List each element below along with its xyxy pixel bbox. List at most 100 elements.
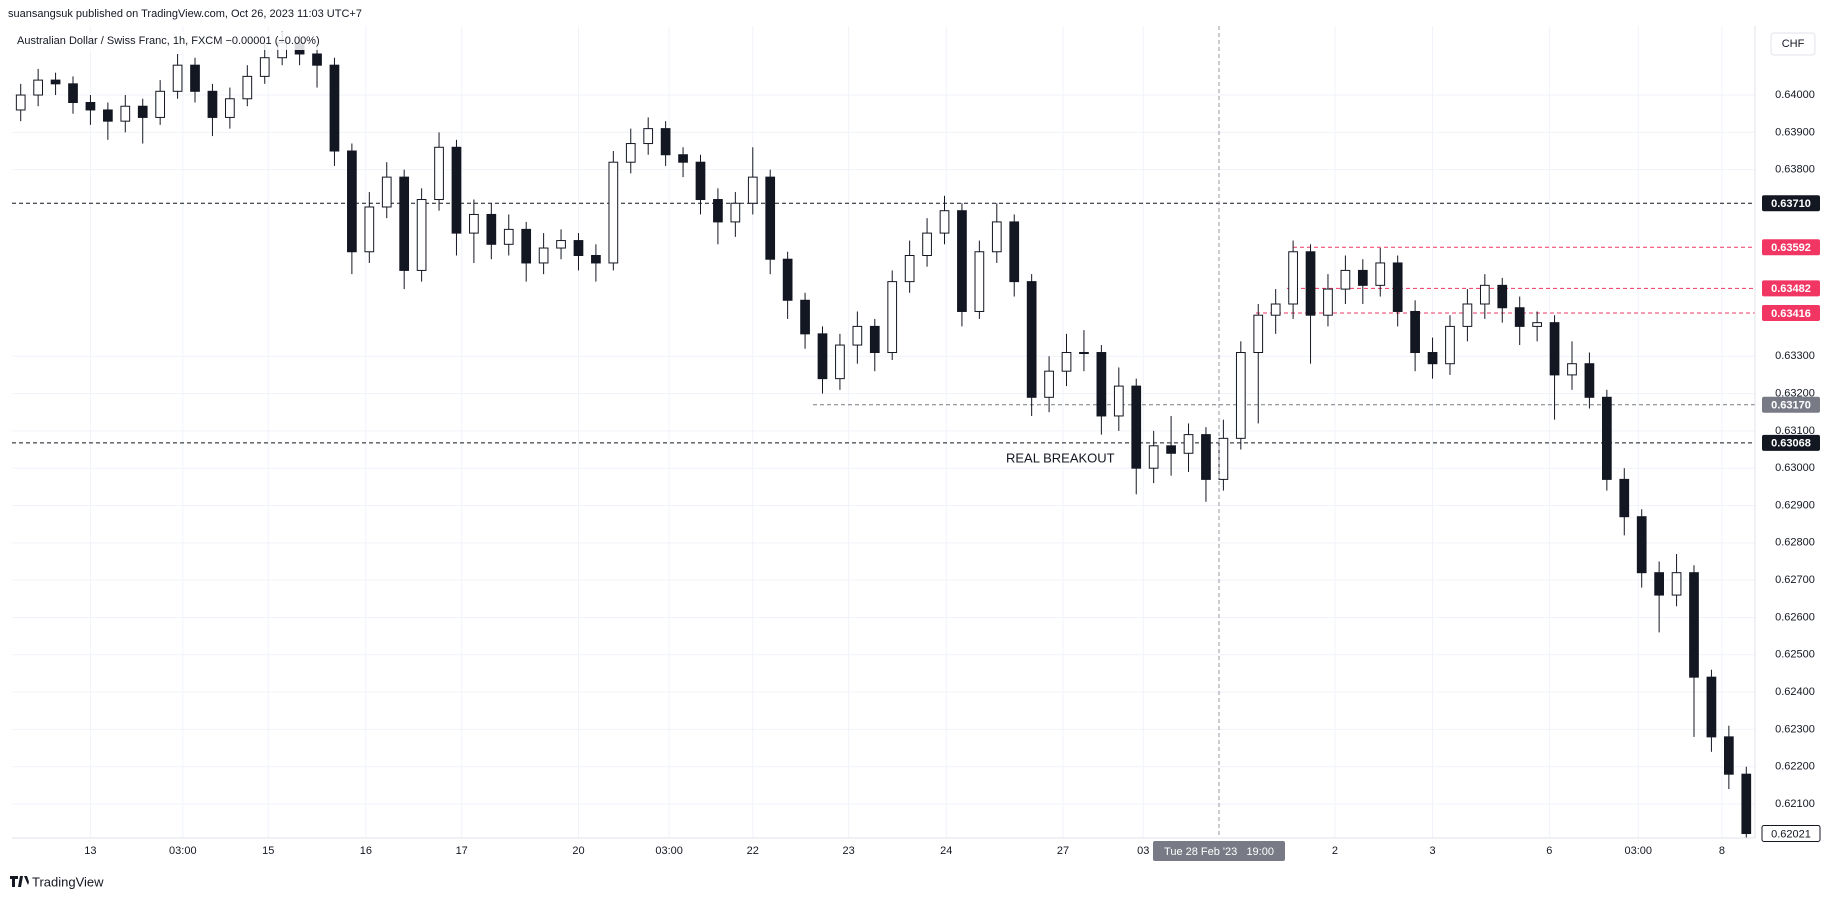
candle-body: [259, 57, 270, 77]
price-tag-label: 0.63710: [1771, 198, 1811, 210]
candle-body: [33, 79, 44, 96]
candle-body: [852, 325, 863, 346]
candle-body: [15, 94, 26, 111]
price-tag-label: 0.63482: [1771, 283, 1811, 295]
candle-body: [1427, 352, 1438, 365]
candle-body: [1357, 269, 1368, 286]
x-tick-label: 17: [456, 845, 468, 857]
candle-body: [434, 146, 444, 201]
candle-body: [1497, 284, 1508, 309]
candle-body: [869, 325, 880, 354]
candle-body: [782, 258, 793, 301]
x-tick-label: 15: [262, 845, 274, 857]
candle-body: [1079, 352, 1089, 355]
candle-body: [1514, 307, 1525, 327]
candle-body: [608, 161, 619, 264]
candle-body: [381, 176, 392, 208]
logo: TradingView: [10, 874, 104, 889]
y-tick-label: 0.62500: [1775, 649, 1815, 661]
candle-body: [103, 109, 113, 122]
candle-body: [800, 299, 810, 335]
candle-body: [347, 150, 357, 253]
candle-body: [887, 281, 898, 354]
x-tick-label: 8: [1719, 845, 1725, 857]
candle-body: [1532, 322, 1542, 327]
candle-body: [85, 101, 96, 111]
currency-box[interactable]: [1770, 32, 1816, 56]
legend-bg: [10, 32, 346, 50]
y-tick-label: 0.63200: [1775, 387, 1815, 399]
candle-body: [1270, 303, 1281, 316]
candle-body: [1741, 773, 1752, 835]
candle-body: [1671, 572, 1682, 596]
x-tick-label: 16: [360, 845, 372, 857]
candle-body: [68, 83, 78, 103]
candle-body: [1689, 572, 1699, 678]
x-tick-label: 03:00: [1624, 845, 1652, 857]
candle-body: [1235, 352, 1246, 439]
candle-body: [190, 64, 200, 92]
price-tag: [1762, 239, 1820, 256]
candle-body: [207, 90, 218, 118]
candle-body: [416, 199, 427, 271]
logo-mark: [10, 876, 29, 887]
candle-body: [591, 254, 601, 264]
candle-body: [817, 333, 828, 380]
y-tick-label: 0.62700: [1775, 574, 1815, 586]
candle-body: [364, 206, 375, 253]
candle-body: [1305, 251, 1316, 316]
x-tick-label: 03:00: [655, 845, 683, 857]
candle-body: [1131, 385, 1142, 469]
candle-body: [573, 240, 584, 256]
y-tick-label: 0.62100: [1775, 798, 1815, 810]
header: suansangsuk published on TradingView.com…: [8, 8, 362, 20]
candle-body: [1479, 284, 1490, 305]
y-tick-label: 0.62900: [1775, 499, 1815, 511]
price-tag: [1762, 434, 1820, 451]
x-tick-label: 2: [1332, 845, 1338, 857]
candle-body: [1323, 288, 1333, 316]
candle-body: [1636, 516, 1647, 574]
price-tag-label: 0.63592: [1771, 242, 1811, 254]
levels: [12, 202, 1755, 444]
price-tag-label: 0.63416: [1771, 308, 1811, 320]
candle-body: [137, 105, 148, 118]
candle-body: [1445, 325, 1455, 365]
candle-body: [486, 213, 497, 245]
candle-body: [521, 228, 532, 264]
candle-body: [172, 64, 183, 92]
candle-body: [1166, 445, 1176, 454]
x-tick-label: 3: [1429, 845, 1435, 857]
candle-body: [1567, 363, 1577, 376]
crosshair-label: Tue 28 Feb '23 19:00: [1164, 846, 1274, 858]
grid: [12, 26, 1755, 838]
candle-body: [1392, 262, 1403, 312]
candle-body: [765, 176, 776, 260]
candle-body: [1340, 269, 1351, 290]
candle-body: [50, 79, 61, 85]
candle-body: [225, 98, 235, 118]
candle-body: [1601, 396, 1612, 480]
candle-body: [835, 344, 845, 380]
last-price-label: 0.62021: [1771, 828, 1811, 840]
candle-body: [1288, 251, 1298, 305]
crosshair-tag: [1153, 841, 1285, 861]
overlay: 0.640000.639000.638000.633000.632000.631…: [84, 26, 1821, 861]
y-tick-label: 0.62200: [1775, 761, 1815, 773]
candle-body: [1375, 262, 1386, 286]
candle-body: [329, 64, 340, 152]
candle-body: [1218, 437, 1229, 480]
candle-body: [922, 232, 932, 256]
x-tick-label: 27: [1057, 845, 1069, 857]
y-tick-label: 0.62300: [1775, 723, 1815, 735]
candle-body: [503, 228, 514, 245]
x-tick-label: 23: [843, 845, 855, 857]
x-tick-label: 13: [84, 845, 96, 857]
y-tick-label: 0.63100: [1775, 425, 1815, 437]
candle-body: [1096, 352, 1107, 417]
price-tag-label: 0.63068: [1771, 438, 1811, 450]
candle-body: [1009, 221, 1020, 283]
currency[interactable]: CHF: [1782, 38, 1805, 50]
candle-body: [1201, 434, 1211, 480]
candle-body: [1549, 322, 1560, 376]
